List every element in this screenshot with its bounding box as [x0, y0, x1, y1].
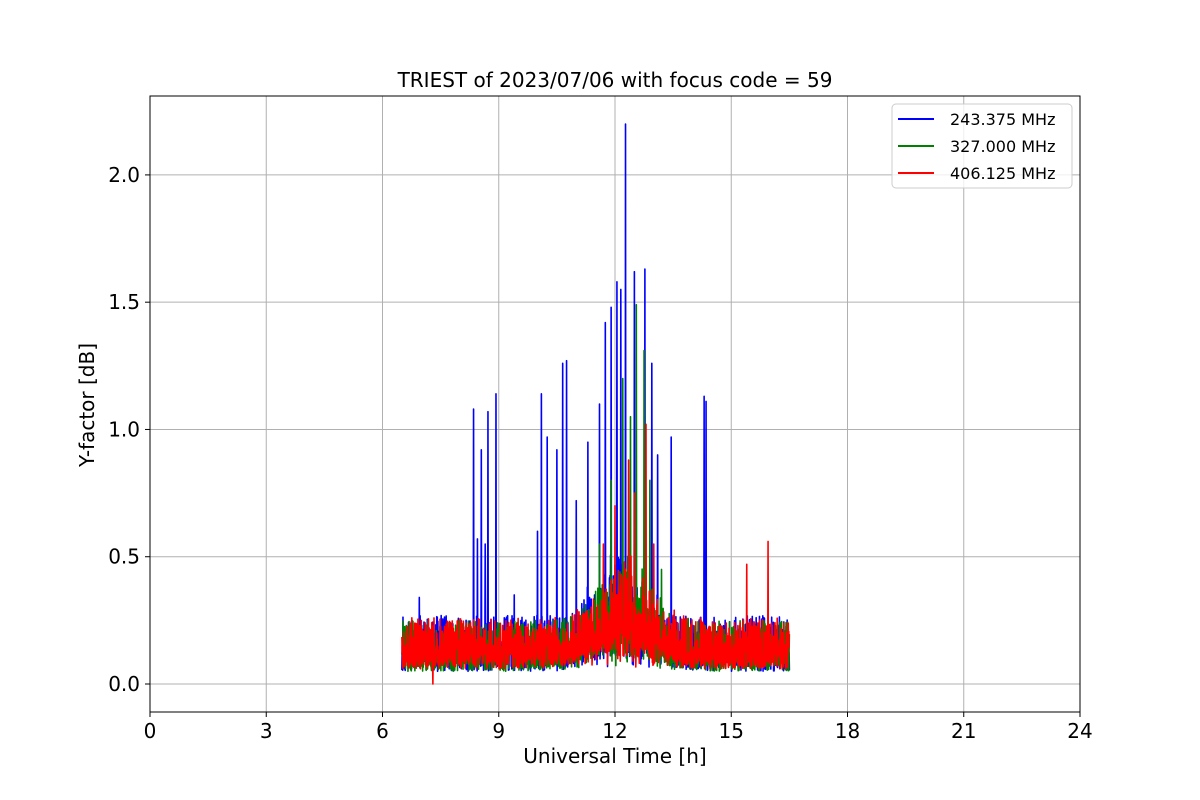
- y-tick-label: 1.5: [108, 290, 140, 314]
- x-tick-label: 3: [260, 719, 273, 743]
- ticks: 0 3 6 9 12 15 18 21 24 0.0 0.5 1.0 1.5 2.0: [108, 163, 1093, 743]
- legend: 243.375 MHz 327.000 MHz 406.125 MHz: [891, 103, 1073, 189]
- x-tick-label: 12: [602, 719, 627, 743]
- x-tick-label: 18: [835, 719, 860, 743]
- x-tick-label: 9: [492, 719, 505, 743]
- y-tick-label: 1.0: [108, 417, 140, 441]
- x-axis-label: Universal Time [h]: [523, 744, 706, 768]
- x-tick-label: 0: [144, 719, 157, 743]
- y-tick-label: 0.0: [108, 672, 140, 696]
- chart-title: TRIEST of 2023/07/06 with focus code = 5…: [397, 68, 833, 92]
- x-tick-label: 21: [951, 719, 976, 743]
- series-layer: [401, 123, 791, 685]
- x-tick-label: 15: [719, 719, 744, 743]
- y-tick-label: 2.0: [108, 163, 140, 187]
- legend-label: 406.125 MHz: [950, 164, 1055, 183]
- series-line-3: [401, 423, 791, 685]
- legend-box: [891, 103, 1073, 189]
- y-tick-label: 0.5: [108, 545, 140, 569]
- x-tick-label: 24: [1067, 719, 1092, 743]
- legend-label: 243.375 MHz: [950, 110, 1055, 129]
- x-tick-label: 6: [376, 719, 389, 743]
- legend-label: 327.000 MHz: [950, 137, 1055, 156]
- y-axis-label: Y-factor [dB]: [75, 343, 99, 468]
